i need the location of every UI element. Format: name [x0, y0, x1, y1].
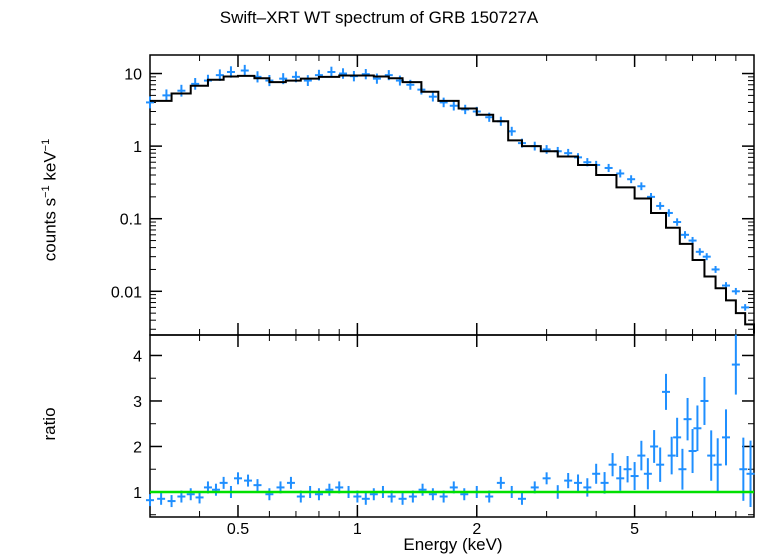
spectrum-y-tick-label: 0.01: [111, 284, 142, 301]
x-tick-label: 5: [630, 521, 639, 538]
x-tick-label: 2: [472, 521, 481, 538]
y-axis-label-counts: counts s−1 keV−1: [40, 138, 60, 262]
spectrum-y-tick-label: 10: [124, 67, 142, 84]
chart-title: Swift–XRT WT spectrum of GRB 150727A: [219, 8, 539, 27]
x-axis-label: Energy (keV): [403, 535, 503, 554]
spectrum-y-tick-label: 1: [133, 139, 142, 156]
spectrum-y-tick-label: 0.1: [120, 212, 142, 229]
x-tick-label: 0.5: [227, 521, 249, 538]
x-tick-label: 1: [353, 521, 362, 538]
ratio-y-tick-label: 1: [133, 485, 142, 502]
y-axis-label-ratio: ratio: [40, 407, 59, 441]
ratio-y-tick-label: 4: [133, 348, 142, 365]
ratio-y-tick-label: 2: [133, 439, 142, 456]
ratio-y-tick-label: 3: [133, 394, 142, 411]
ratio-panel-frame: [149, 334, 755, 518]
spectrum-panel-frame: [149, 54, 755, 336]
spectrum-model-line: [150, 74, 755, 334]
